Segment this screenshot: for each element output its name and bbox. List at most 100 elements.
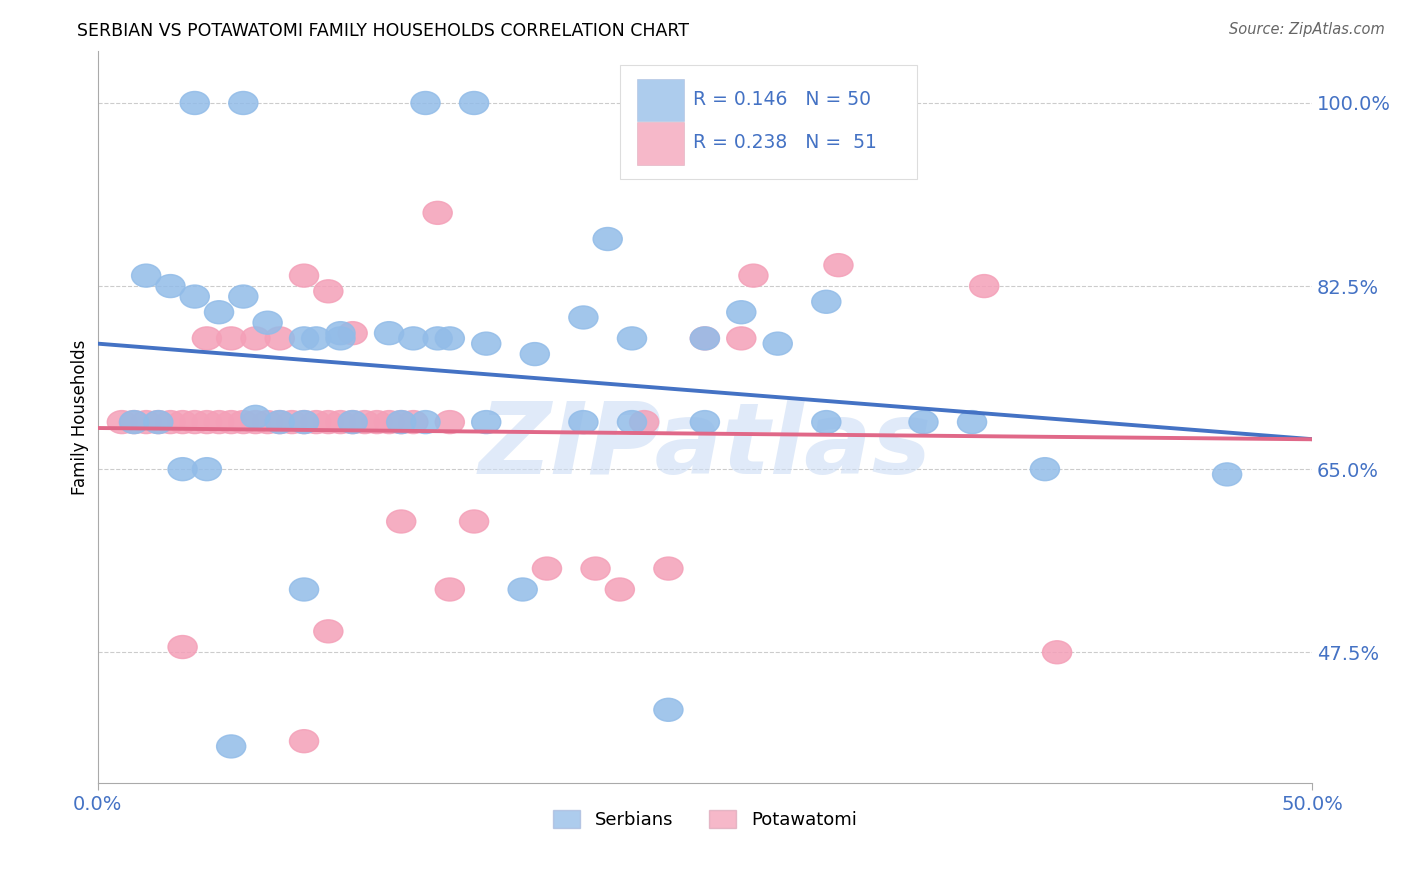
Ellipse shape	[1212, 463, 1241, 486]
Ellipse shape	[290, 410, 319, 434]
Ellipse shape	[326, 326, 356, 350]
Ellipse shape	[690, 326, 720, 350]
FancyBboxPatch shape	[637, 122, 685, 165]
Ellipse shape	[617, 410, 647, 434]
Ellipse shape	[569, 410, 598, 434]
Ellipse shape	[132, 410, 160, 434]
Ellipse shape	[908, 410, 938, 434]
Ellipse shape	[314, 410, 343, 434]
Ellipse shape	[120, 410, 149, 434]
Ellipse shape	[229, 285, 257, 308]
Ellipse shape	[180, 285, 209, 308]
Ellipse shape	[204, 301, 233, 324]
Ellipse shape	[266, 410, 294, 434]
Ellipse shape	[740, 264, 768, 287]
Ellipse shape	[337, 410, 367, 434]
Ellipse shape	[217, 735, 246, 758]
Ellipse shape	[763, 332, 793, 355]
Ellipse shape	[605, 578, 634, 601]
Ellipse shape	[423, 202, 453, 225]
Ellipse shape	[156, 410, 186, 434]
Ellipse shape	[399, 326, 427, 350]
Ellipse shape	[302, 410, 330, 434]
Ellipse shape	[436, 326, 464, 350]
Ellipse shape	[824, 253, 853, 277]
Ellipse shape	[290, 326, 319, 350]
Ellipse shape	[460, 92, 489, 114]
Ellipse shape	[654, 698, 683, 722]
Text: R = 0.238   N =  51: R = 0.238 N = 51	[693, 134, 876, 153]
Ellipse shape	[290, 730, 319, 753]
Ellipse shape	[240, 410, 270, 434]
Ellipse shape	[436, 410, 464, 434]
Legend: Serbians, Potawatomi: Serbians, Potawatomi	[546, 803, 863, 837]
Ellipse shape	[204, 410, 233, 434]
Ellipse shape	[302, 326, 330, 350]
Ellipse shape	[471, 410, 501, 434]
Ellipse shape	[654, 558, 683, 580]
Ellipse shape	[193, 326, 222, 350]
Ellipse shape	[229, 92, 257, 114]
Ellipse shape	[569, 306, 598, 329]
Ellipse shape	[727, 301, 756, 324]
Ellipse shape	[169, 410, 197, 434]
Ellipse shape	[217, 326, 246, 350]
Ellipse shape	[520, 343, 550, 366]
Ellipse shape	[266, 326, 294, 350]
Ellipse shape	[290, 410, 319, 434]
Ellipse shape	[169, 458, 197, 481]
Ellipse shape	[1042, 640, 1071, 664]
Ellipse shape	[374, 322, 404, 344]
Ellipse shape	[229, 410, 257, 434]
Y-axis label: Family Households: Family Households	[72, 339, 89, 494]
Ellipse shape	[970, 275, 998, 298]
Ellipse shape	[581, 558, 610, 580]
Ellipse shape	[411, 410, 440, 434]
Ellipse shape	[363, 410, 391, 434]
Ellipse shape	[143, 410, 173, 434]
Ellipse shape	[314, 620, 343, 643]
Ellipse shape	[314, 280, 343, 302]
Ellipse shape	[326, 322, 356, 344]
Ellipse shape	[460, 510, 489, 533]
Ellipse shape	[326, 410, 356, 434]
Ellipse shape	[350, 410, 380, 434]
Ellipse shape	[217, 410, 246, 434]
Ellipse shape	[593, 227, 623, 251]
Ellipse shape	[240, 405, 270, 428]
Ellipse shape	[169, 635, 197, 658]
Ellipse shape	[193, 410, 222, 434]
Ellipse shape	[253, 410, 283, 434]
Ellipse shape	[240, 326, 270, 350]
Ellipse shape	[266, 410, 294, 434]
Ellipse shape	[337, 410, 367, 434]
FancyBboxPatch shape	[637, 78, 685, 121]
Ellipse shape	[411, 92, 440, 114]
Ellipse shape	[143, 410, 173, 434]
Ellipse shape	[630, 410, 658, 434]
Ellipse shape	[132, 264, 160, 287]
FancyBboxPatch shape	[620, 65, 917, 178]
Text: Source: ZipAtlas.com: Source: ZipAtlas.com	[1229, 22, 1385, 37]
Ellipse shape	[193, 458, 222, 481]
Ellipse shape	[290, 578, 319, 601]
Ellipse shape	[156, 275, 186, 298]
Ellipse shape	[374, 410, 404, 434]
Text: ZIPatlas: ZIPatlas	[478, 398, 931, 495]
Text: SERBIAN VS POTAWATOMI FAMILY HOUSEHOLDS CORRELATION CHART: SERBIAN VS POTAWATOMI FAMILY HOUSEHOLDS …	[77, 22, 689, 40]
Ellipse shape	[617, 326, 647, 350]
Text: R = 0.146   N = 50: R = 0.146 N = 50	[693, 89, 870, 109]
Ellipse shape	[690, 326, 720, 350]
Ellipse shape	[180, 410, 209, 434]
Ellipse shape	[277, 410, 307, 434]
Ellipse shape	[399, 410, 427, 434]
Ellipse shape	[290, 264, 319, 287]
Ellipse shape	[337, 322, 367, 344]
Ellipse shape	[957, 410, 987, 434]
Ellipse shape	[533, 558, 561, 580]
Ellipse shape	[727, 326, 756, 350]
Ellipse shape	[690, 410, 720, 434]
Ellipse shape	[387, 410, 416, 434]
Ellipse shape	[471, 332, 501, 355]
Ellipse shape	[1031, 458, 1060, 481]
